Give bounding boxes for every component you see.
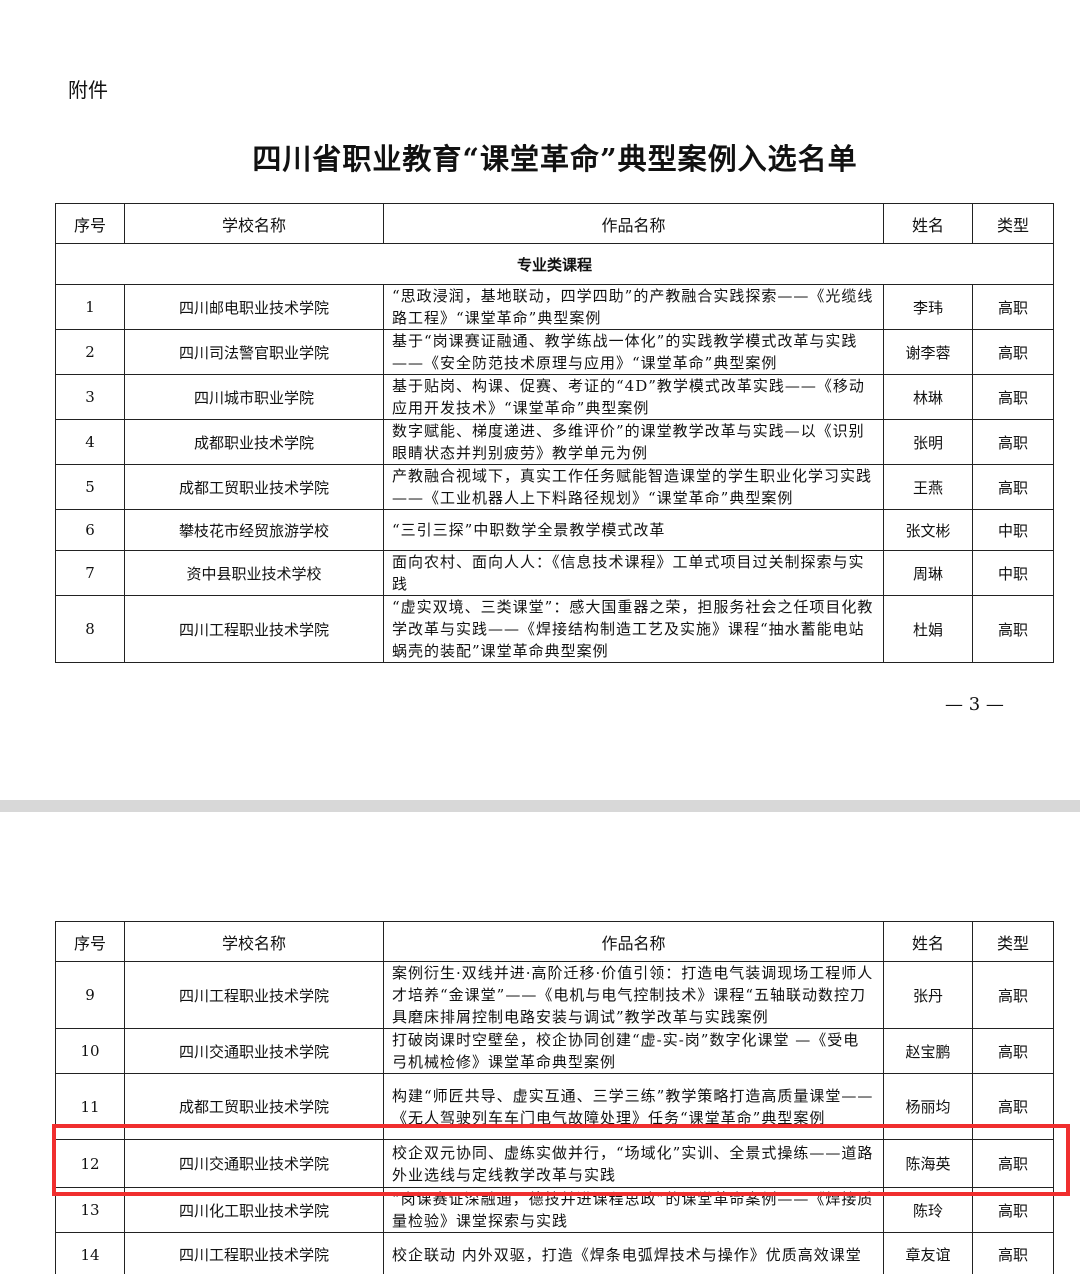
school-type: 高职 xyxy=(972,329,1054,375)
table-row: 7 资中县职业技术学校 面向农村、面向人人：《信息技术课程》工单式项目过关制探索与实… xyxy=(55,550,1054,596)
row-number: 2 xyxy=(55,329,125,375)
school-type: 高职 xyxy=(972,284,1054,330)
page-number: — 3 — xyxy=(945,694,1004,715)
work-title: “思政浸润，基地联动，四学四助”的产教融合实践探索——《光缆线路工程》“课堂革命… xyxy=(383,284,884,330)
work-title: 面向农村、面向人人：《信息技术课程》工单式项目过关制探索与实践 xyxy=(383,550,884,596)
row-number: 11 xyxy=(55,1073,125,1140)
work-title: 基于“岗课赛证融通、教学练战一体化”的实践教学模式改革与实践——《安全防范技术原… xyxy=(383,329,884,375)
work-title: “三引三探”中职数学全景教学模式改革 xyxy=(383,509,884,551)
school-type: 中职 xyxy=(972,509,1054,551)
school-type: 高职 xyxy=(972,374,1054,420)
table-row: 11 成都工贸职业技术学院 构建“师匠共导、虚实互通、三学三练”教学策略打造高质量课… xyxy=(55,1073,1054,1140)
header-name: 姓名 xyxy=(883,921,973,962)
page-separator xyxy=(0,800,1080,812)
school-type: 高职 xyxy=(972,1232,1054,1274)
school-name: 四川交通职业技术学院 xyxy=(124,1139,384,1188)
person-name: 王燕 xyxy=(883,464,973,510)
row-number: 9 xyxy=(55,961,125,1029)
header-school: 学校名称 xyxy=(124,203,384,244)
person-name: 谢李蓉 xyxy=(883,329,973,375)
row-number: 8 xyxy=(55,595,125,663)
school-name: 资中县职业技术学校 xyxy=(124,550,384,596)
work-title: 案例衍生·双线并进·高阶迁移·价值引领：打造电气装调现场工程师人才培养“金课堂”… xyxy=(383,961,884,1029)
school-name: 四川工程职业技术学院 xyxy=(124,1232,384,1274)
school-type: 高职 xyxy=(972,1028,1054,1074)
table-row: 1 四川邮电职业技术学院 “思政浸润，基地联动，四学四助”的产教融合实践探索——《光… xyxy=(55,284,1054,330)
person-name: 李玮 xyxy=(883,284,973,330)
section-heading: 专业类课程 xyxy=(55,243,1054,285)
work-title: 校企双元协同、虚练实做并行，“场域化”实训、全景式操练——道路外业选线与定线教学… xyxy=(383,1139,884,1188)
school-name: 四川工程职业技术学院 xyxy=(124,961,384,1029)
header-no: 序号 xyxy=(55,203,125,244)
school-type: 高职 xyxy=(972,595,1054,663)
row-number: 7 xyxy=(55,550,125,596)
school-name: 成都工贸职业技术学院 xyxy=(124,464,384,510)
work-title: “虚实双境、三类课堂”：感大国重器之荣，担服务社会之任项目化教学改革与实践——《… xyxy=(383,595,884,663)
school-name: 四川交通职业技术学院 xyxy=(124,1028,384,1074)
school-type: 高职 xyxy=(972,419,1054,465)
school-name: 四川工程职业技术学院 xyxy=(124,595,384,663)
header-work: 作品名称 xyxy=(383,921,884,962)
header-school: 学校名称 xyxy=(124,921,384,962)
row-number: 3 xyxy=(55,374,125,420)
person-name: 杜娟 xyxy=(883,595,973,663)
work-title: 校企联动 内外双驱，打造《焊条电弧焊技术与操作》优质高效课堂 xyxy=(383,1232,884,1274)
person-name: 陈海英 xyxy=(883,1139,973,1188)
person-name: 张丹 xyxy=(883,961,973,1029)
table-row: 12 四川交通职业技术学院 校企双元协同、虚练实做并行，“场域化”实训、全景式操练—… xyxy=(55,1139,1054,1188)
school-name: 成都工贸职业技术学院 xyxy=(124,1073,384,1140)
person-name: 赵宝鹏 xyxy=(883,1028,973,1074)
table-row: 9 四川工程职业技术学院 案例衍生·双线并进·高阶迁移·价值引领：打造电气装调现场工… xyxy=(55,961,1054,1029)
selection-table-page1: 序号 学校名称 作品名称 姓名 类型 专业类课程 1 四川邮电职业技术学院 “思政浸… xyxy=(55,203,1054,663)
row-number: 5 xyxy=(55,464,125,510)
school-name: 成都职业技术学院 xyxy=(124,419,384,465)
table-row: 3 四川城市职业学院 基于贴岗、构课、促赛、考证的“4D”教学模式改革实践——《移动… xyxy=(55,374,1054,420)
table-row: 8 四川工程职业技术学院 “虚实双境、三类课堂”：感大国重器之荣，担服务社会之任项目… xyxy=(55,595,1054,663)
school-name: 四川司法警官职业学院 xyxy=(124,329,384,375)
table-header: 序号 学校名称 作品名称 姓名 类型 xyxy=(55,203,1054,244)
school-type: 高职 xyxy=(972,1073,1054,1140)
person-name: 张文彬 xyxy=(883,509,973,551)
school-type: 高职 xyxy=(972,464,1054,510)
school-name: 四川城市职业学院 xyxy=(124,374,384,420)
row-number: 10 xyxy=(55,1028,125,1074)
school-type: 高职 xyxy=(972,961,1054,1029)
person-name: 周琳 xyxy=(883,550,973,596)
person-name: 张明 xyxy=(883,419,973,465)
table-row: 2 四川司法警官职业学院 基于“岗课赛证融通、教学练战一体化”的实践教学模式改革与实… xyxy=(55,329,1054,375)
table-row: 6 攀枝花市经贸旅游学校 “三引三探”中职数学全景教学模式改革 张文彬 中职 xyxy=(55,509,1054,551)
attachment-label: 附件 xyxy=(68,78,108,102)
header-type: 类型 xyxy=(972,203,1054,244)
table-row: 14 四川工程职业技术学院 校企联动 内外双驱，打造《焊条电弧焊技术与操作》优质高效… xyxy=(55,1232,1054,1274)
table-row: 4 成都职业技术学院 数字赋能、梯度递进、多维评价”的课堂教学改革与实践—以《识别眼… xyxy=(55,419,1054,465)
school-name: 四川邮电职业技术学院 xyxy=(124,284,384,330)
selection-table-page2: 序号 学校名称 作品名称 姓名 类型 9 四川工程职业技术学院 案例衍生·双线并进·… xyxy=(55,921,1054,1274)
person-name: 杨丽均 xyxy=(883,1073,973,1140)
work-title: 基于贴岗、构课、促赛、考证的“4D”教学模式改革实践——《移动应用开发技术》“课… xyxy=(383,374,884,420)
person-name: 章友谊 xyxy=(883,1232,973,1274)
row-number: 1 xyxy=(55,284,125,330)
school-type: 中职 xyxy=(972,550,1054,596)
row-number: 6 xyxy=(55,509,125,551)
row-number: 4 xyxy=(55,419,125,465)
page-title: 四川省职业教育“课堂革命”典型案例入选名单 xyxy=(252,142,858,176)
person-name: 林琳 xyxy=(883,374,973,420)
row-number: 14 xyxy=(55,1232,125,1274)
header-no: 序号 xyxy=(55,921,125,962)
table-row: 10 四川交通职业技术学院 打破岗课时空壁垒，校企协同创建“虚-实-岗”数字化课堂 … xyxy=(55,1028,1054,1074)
header-name: 姓名 xyxy=(883,203,973,244)
header-work: 作品名称 xyxy=(383,203,884,244)
table-header: 序号 学校名称 作品名称 姓名 类型 xyxy=(55,921,1054,962)
table-row: 5 成都工贸职业技术学院 产教融合视域下，真实工作任务赋能智造课堂的学生职业化学习实… xyxy=(55,464,1054,510)
work-title: 数字赋能、梯度递进、多维评价”的课堂教学改革与实践—以《识别眼睛状态并判别疲劳》… xyxy=(383,419,884,465)
work-title: 产教融合视域下，真实工作任务赋能智造课堂的学生职业化学习实践 ——《工业机器人上… xyxy=(383,464,884,510)
school-type: 高职 xyxy=(972,1139,1054,1188)
work-title: 打破岗课时空壁垒，校企协同创建“虚-实-岗”数字化课堂 —《受电弓机械检修》课堂… xyxy=(383,1028,884,1074)
highlight-box xyxy=(52,1124,1070,1196)
header-type: 类型 xyxy=(972,921,1054,962)
school-name: 攀枝花市经贸旅游学校 xyxy=(124,509,384,551)
